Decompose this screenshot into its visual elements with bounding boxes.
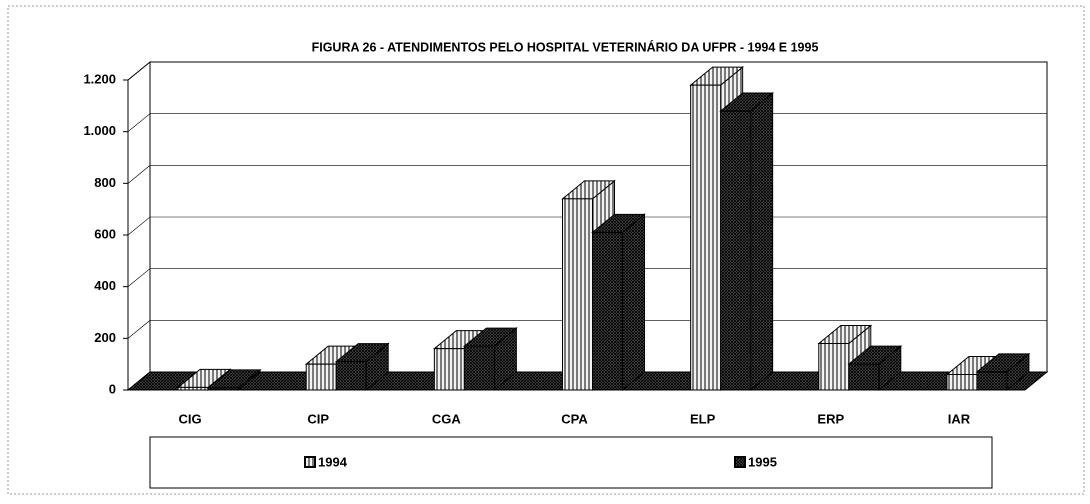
bar-front — [592, 231, 623, 391]
x-tick-label: ERP — [817, 411, 844, 426]
y-tick-label: 0 — [109, 381, 116, 396]
bar — [719, 91, 775, 392]
y-tick-label: 1.000 — [83, 123, 116, 138]
y-tick-label: 200 — [94, 330, 116, 345]
x-tick-label: IAR — [948, 411, 971, 426]
bar — [462, 327, 518, 392]
legend-label: 1994 — [318, 454, 348, 469]
bar-side — [750, 91, 774, 392]
bar-front — [848, 363, 880, 391]
bar-front — [818, 343, 850, 391]
y-tick-label: 1.200 — [83, 71, 116, 86]
legend-box — [149, 436, 993, 489]
legend-swatch — [304, 456, 316, 468]
grid-line — [127, 61, 1047, 81]
legend-swatch — [734, 456, 746, 468]
bar — [206, 368, 262, 392]
y-tick-label: 800 — [94, 175, 116, 190]
bar-front — [177, 386, 209, 391]
x-tick-label: ELP — [690, 411, 716, 426]
bar — [847, 345, 903, 392]
x-tick-label: CPA — [561, 411, 588, 426]
x-tick-label: CIP — [307, 411, 329, 426]
bar-front — [720, 110, 752, 391]
chart-title: FIGURA 26 - ATENDIMENTOS PELO HOSPITAL V… — [312, 39, 819, 54]
bar-front — [207, 387, 239, 391]
y-tick-label: 400 — [94, 278, 116, 293]
bar-front — [976, 371, 1008, 391]
bar — [334, 342, 390, 392]
x-tick-label: CIG — [179, 411, 202, 426]
x-tick-label: CGA — [432, 411, 462, 426]
frame — [7, 5, 1085, 495]
bar-front — [305, 363, 337, 391]
bar-front — [690, 84, 722, 391]
bar — [591, 213, 646, 392]
bar — [975, 352, 1031, 392]
bar-front — [433, 348, 465, 391]
bar-side — [622, 213, 645, 392]
bar-front — [463, 345, 495, 391]
bar-front — [946, 374, 978, 391]
y-tick-label: 600 — [94, 226, 116, 241]
bar-front — [335, 361, 367, 391]
bar-front — [562, 198, 593, 391]
legend-label: 1995 — [748, 454, 777, 469]
